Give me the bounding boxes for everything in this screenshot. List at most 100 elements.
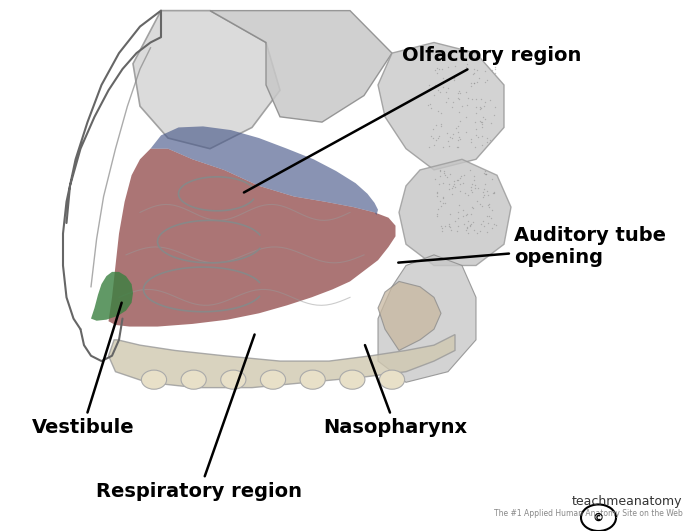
Polygon shape bbox=[378, 255, 476, 382]
Point bbox=[442, 76, 453, 84]
Point bbox=[446, 102, 457, 111]
Point bbox=[443, 219, 454, 228]
Point bbox=[431, 68, 442, 77]
Point bbox=[477, 217, 489, 225]
Point bbox=[447, 190, 458, 199]
Point bbox=[438, 83, 449, 91]
Point bbox=[452, 208, 463, 217]
Point bbox=[468, 79, 480, 88]
Point bbox=[482, 76, 493, 84]
Point bbox=[484, 135, 496, 144]
Text: Respiratory region: Respiratory region bbox=[97, 335, 302, 501]
Point bbox=[479, 169, 490, 177]
Point bbox=[447, 97, 458, 106]
Point bbox=[449, 74, 460, 82]
Point bbox=[447, 184, 458, 192]
Point bbox=[466, 210, 477, 219]
Point bbox=[468, 65, 479, 73]
Polygon shape bbox=[399, 159, 511, 266]
Point bbox=[489, 68, 500, 77]
Point bbox=[482, 212, 493, 221]
Point bbox=[444, 209, 455, 218]
Point bbox=[472, 133, 483, 142]
Point bbox=[423, 143, 434, 152]
Point bbox=[477, 113, 489, 122]
Polygon shape bbox=[210, 11, 392, 122]
Point bbox=[469, 175, 480, 184]
Point bbox=[433, 134, 444, 143]
Point bbox=[466, 220, 477, 228]
Point bbox=[443, 185, 454, 193]
Point bbox=[456, 101, 468, 110]
Point bbox=[479, 191, 490, 199]
Point bbox=[438, 178, 449, 187]
Point bbox=[482, 137, 493, 145]
Point bbox=[466, 95, 477, 104]
Point bbox=[471, 229, 482, 237]
Point bbox=[475, 105, 486, 113]
Point bbox=[462, 94, 473, 102]
Point bbox=[444, 169, 456, 178]
Point bbox=[477, 202, 488, 211]
Point bbox=[442, 84, 454, 92]
Point bbox=[476, 118, 487, 126]
Point bbox=[438, 169, 449, 177]
Point bbox=[468, 226, 480, 234]
Point bbox=[424, 100, 435, 109]
Point bbox=[474, 200, 485, 209]
Point bbox=[428, 125, 439, 133]
Point bbox=[450, 124, 461, 132]
Point bbox=[488, 189, 499, 198]
Point bbox=[432, 188, 443, 196]
Point bbox=[466, 82, 477, 90]
Point bbox=[475, 95, 486, 104]
Circle shape bbox=[300, 370, 326, 389]
Polygon shape bbox=[133, 11, 280, 149]
Point bbox=[458, 170, 470, 179]
Point bbox=[467, 204, 478, 212]
Point bbox=[470, 181, 481, 189]
Point bbox=[472, 66, 483, 74]
Point bbox=[447, 182, 458, 191]
Point bbox=[480, 78, 491, 87]
Point bbox=[487, 189, 498, 198]
Point bbox=[461, 113, 472, 121]
Point bbox=[432, 85, 443, 94]
Point bbox=[435, 167, 446, 175]
Point bbox=[459, 189, 470, 198]
Point bbox=[454, 107, 465, 116]
Point bbox=[476, 104, 487, 113]
Circle shape bbox=[181, 370, 206, 389]
Point bbox=[429, 81, 440, 89]
Point bbox=[449, 217, 460, 225]
Point bbox=[476, 141, 487, 149]
Point bbox=[439, 199, 450, 208]
Text: The #1 Applied Human Anatomy Site on the Web: The #1 Applied Human Anatomy Site on the… bbox=[494, 509, 682, 518]
Point bbox=[475, 220, 486, 228]
Point bbox=[422, 101, 433, 109]
Point bbox=[450, 62, 461, 71]
Text: Nasopharynx: Nasopharynx bbox=[323, 345, 468, 437]
Text: Vestibule: Vestibule bbox=[32, 303, 134, 437]
Circle shape bbox=[581, 504, 616, 531]
Point bbox=[490, 220, 501, 229]
Point bbox=[445, 226, 456, 234]
Point bbox=[482, 201, 493, 210]
Point bbox=[475, 116, 486, 125]
Point bbox=[460, 211, 471, 219]
Point bbox=[470, 125, 482, 133]
Point bbox=[443, 179, 454, 188]
Point bbox=[434, 65, 445, 74]
Point bbox=[484, 96, 495, 105]
Point bbox=[481, 170, 492, 178]
Point bbox=[430, 121, 442, 129]
Point bbox=[483, 212, 494, 221]
Polygon shape bbox=[378, 281, 441, 350]
Point bbox=[455, 172, 466, 181]
Point bbox=[438, 194, 449, 203]
Point bbox=[443, 62, 454, 71]
Point bbox=[438, 142, 449, 151]
Point bbox=[488, 188, 499, 196]
Point bbox=[426, 131, 437, 140]
Point bbox=[435, 87, 446, 96]
